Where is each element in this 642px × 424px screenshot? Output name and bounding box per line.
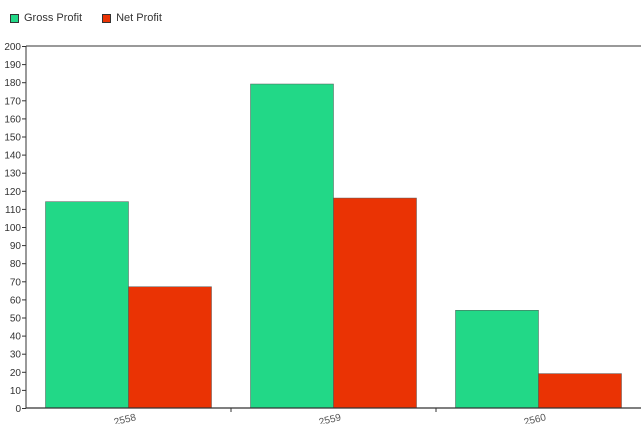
legend-item-net-profit[interactable]: Net Profit bbox=[102, 12, 162, 24]
legend-item-gross-profit[interactable]: Gross Profit bbox=[10, 12, 82, 24]
x-tick-label: 2560 bbox=[523, 412, 548, 424]
chart-legend: Gross Profit Net Profit bbox=[10, 12, 162, 24]
x-tick-label: 2559 bbox=[318, 412, 343, 424]
y-tick-label: 50 bbox=[10, 314, 22, 325]
y-tick-label: 100 bbox=[4, 223, 21, 234]
bar-net-profit-2560 bbox=[538, 373, 622, 409]
y-tick-label: 80 bbox=[10, 259, 22, 270]
legend-label-net-profit: Net Profit bbox=[116, 12, 162, 24]
y-tick-label: 90 bbox=[10, 241, 22, 252]
y-tick-label: 120 bbox=[4, 187, 21, 198]
y-tick-label: 20 bbox=[10, 368, 22, 379]
y-tick-label: 200 bbox=[4, 42, 21, 53]
y-tick-label: 190 bbox=[4, 60, 21, 71]
legend-label-gross-profit: Gross Profit bbox=[24, 12, 83, 24]
bar-gross-profit-2558 bbox=[45, 201, 129, 409]
bar-net-profit-2558 bbox=[128, 286, 212, 409]
y-tick-label: 130 bbox=[4, 169, 21, 180]
y-tick-label: 150 bbox=[4, 133, 21, 144]
y-tick-label: 180 bbox=[4, 78, 21, 89]
y-tick-label: 30 bbox=[10, 350, 22, 361]
legend-swatch-gross-profit bbox=[10, 13, 19, 23]
legend-swatch-net-profit bbox=[102, 13, 112, 23]
y-tick-label: 140 bbox=[4, 151, 21, 162]
y-tick-label: 170 bbox=[4, 96, 21, 107]
y-tick-label: 110 bbox=[5, 205, 21, 216]
x-tick-label: 2558 bbox=[113, 412, 138, 424]
y-tick-label: 0 bbox=[15, 404, 21, 415]
bar-net-profit-2559 bbox=[333, 197, 417, 409]
y-tick-label: 70 bbox=[10, 277, 22, 288]
bar-gross-profit-2560 bbox=[455, 310, 539, 409]
y-tick-label: 10 bbox=[10, 386, 22, 397]
y-tick-label: 60 bbox=[10, 295, 22, 306]
bar-gross-profit-2559 bbox=[250, 83, 334, 409]
y-tick-label: 40 bbox=[10, 332, 22, 343]
y-tick-label: 160 bbox=[4, 114, 21, 125]
